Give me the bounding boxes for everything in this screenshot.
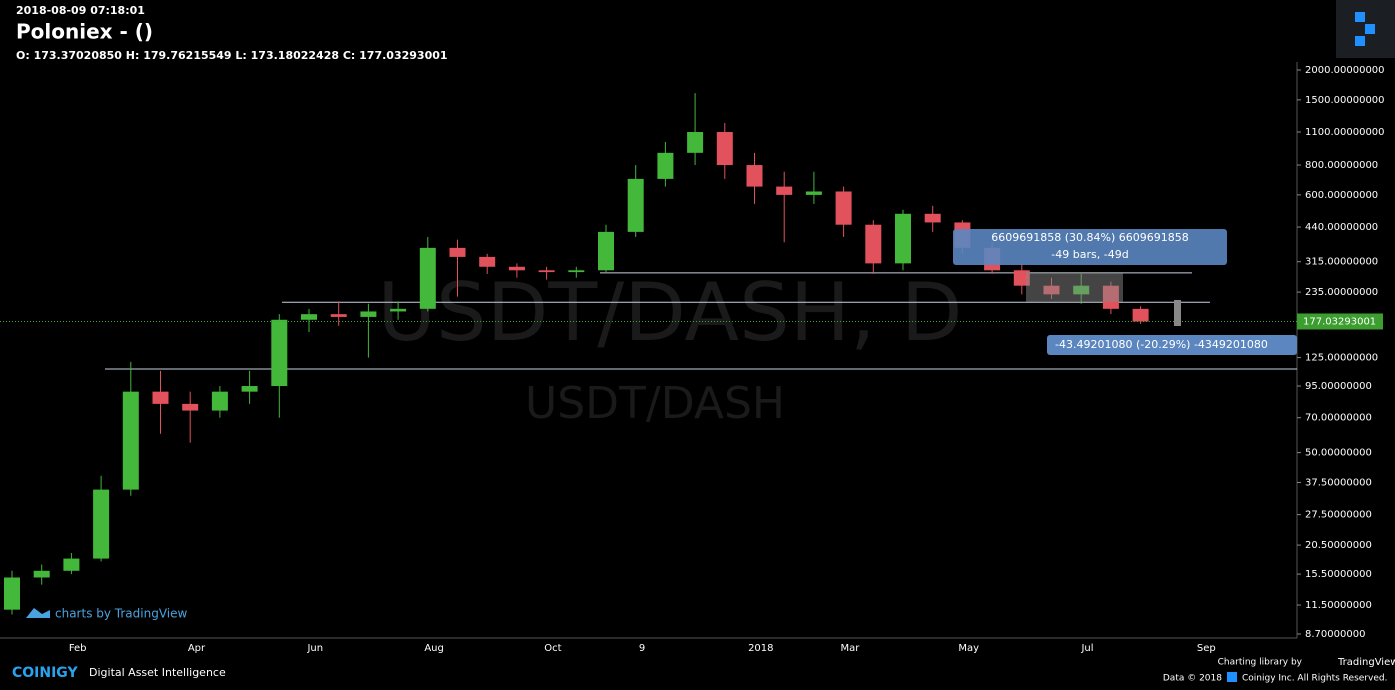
y-tick-label: 2000.00000000 [1305, 65, 1385, 76]
candle-body [627, 178, 644, 232]
candle-body [271, 319, 288, 387]
y-tick-label: 15.50000000 [1305, 569, 1372, 580]
watermark-sub: USDT/DASH [525, 378, 785, 429]
candle-body [330, 314, 347, 317]
x-tick-label: Oct [544, 643, 561, 654]
candle-body [508, 266, 525, 271]
logo [1355, 36, 1365, 46]
y-tick-label: 8.70000000 [1305, 629, 1365, 640]
last-price-label: 177.03293001 [1303, 316, 1376, 327]
y-tick-label: 440.00000000 [1305, 222, 1378, 233]
candle-body [924, 213, 941, 223]
y-tick-label: 95.00000000 [1305, 381, 1372, 392]
candle-body [479, 256, 496, 267]
candle-body [805, 191, 822, 195]
footer-data: Data © 2018 [1163, 674, 1222, 684]
y-tick-label: 11.50000000 [1305, 600, 1372, 611]
candle-body [241, 386, 258, 392]
candle-body [122, 391, 139, 490]
candle-body [746, 165, 763, 187]
y-tick-label: 20.50000000 [1305, 540, 1372, 551]
watermark: USDT/DASH, D [377, 266, 962, 359]
y-tick-label: 235.00000000 [1305, 287, 1378, 298]
credit: charts by TradingView [55, 607, 187, 621]
x-tick-label: 2018 [748, 643, 773, 654]
candle-body [895, 213, 911, 264]
candle-body [419, 247, 436, 309]
header-bg [0, 0, 600, 62]
candle-body [716, 132, 733, 166]
footer-brand: COINIGY [12, 665, 78, 681]
x-tick-label: Aug [424, 643, 444, 654]
footer-tv: TradingView [1337, 657, 1395, 668]
candle-body [687, 132, 704, 153]
footer-tagline: Digital Asset Intelligence [89, 666, 226, 679]
y-tick-label: 27.50000000 [1305, 510, 1372, 521]
candle-body [865, 224, 882, 264]
logo [1365, 24, 1375, 34]
y-tick-label: 37.50000000 [1305, 477, 1372, 488]
candle-body [152, 391, 169, 404]
measure-label: 6609691858 (30.84%) 6609691858 [991, 231, 1189, 244]
footer-logo [1227, 672, 1237, 682]
measure-label: -43.49201080 (-20.29%) -4349201080 [1055, 338, 1268, 351]
candle-body [568, 270, 585, 273]
x-tick-label: Mar [840, 643, 860, 654]
y-tick-label: 1100.00000000 [1305, 127, 1385, 138]
candle-body [93, 489, 110, 559]
y-tick-label: 800.00000000 [1305, 160, 1378, 171]
candle-body [33, 570, 50, 578]
footer-library: Charting library by [1218, 658, 1303, 668]
logo [1355, 12, 1365, 22]
chart-title: Poloniex - () [16, 20, 153, 44]
y-tick-label: 125.00000000 [1305, 353, 1378, 364]
candle-body [301, 314, 317, 320]
y-tick-label: 315.00000000 [1305, 257, 1378, 268]
x-tick-label: Feb [69, 643, 87, 654]
measure-area [1026, 272, 1123, 302]
x-tick-label: Jun [306, 643, 323, 654]
candle-body [4, 577, 20, 610]
candle-body [1132, 308, 1149, 322]
y-tick-label: 1500.00000000 [1305, 95, 1385, 106]
measure-box [953, 229, 1227, 265]
x-tick-label: Sep [1197, 643, 1216, 654]
candle-body [657, 152, 674, 179]
measure-label: -49 bars, -49d [1051, 248, 1128, 261]
candle-body [211, 391, 228, 411]
candle-body [538, 270, 555, 273]
x-tick-label: May [958, 643, 979, 654]
x-tick-label: Apr [188, 643, 206, 654]
candle-body [449, 247, 466, 257]
footer-rights: Coinigy Inc. All Rights Reserved. [1242, 674, 1387, 684]
candle-body [390, 308, 407, 312]
measure-box [1047, 335, 1297, 355]
candle-body [598, 231, 614, 271]
x-tick-label: Jul [1080, 643, 1093, 654]
last-price-box [1297, 313, 1383, 330]
ohlc-text: O: 173.37020850 H: 179.76215549 L: 173.1… [16, 49, 448, 62]
candle-body [63, 558, 80, 571]
candle-body [1013, 270, 1030, 286]
y-tick-label: 50.00000000 [1305, 448, 1372, 459]
candle-body [776, 186, 793, 195]
candle-body [360, 311, 377, 317]
x-tick-label: 9 [639, 643, 645, 654]
tv-icon [26, 608, 50, 618]
timestamp: 2018-08-09 07:18:01 [16, 4, 145, 17]
y-tick-label: 600.00000000 [1305, 190, 1378, 201]
candle-body [835, 191, 852, 225]
measure-area [1174, 300, 1181, 326]
candle-body [182, 403, 199, 411]
y-tick-label: 70.00000000 [1305, 413, 1372, 424]
